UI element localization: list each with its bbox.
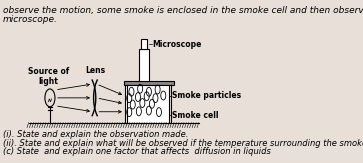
Text: (i). State and explain the observation made.: (i). State and explain the observation m…	[3, 130, 188, 139]
Bar	[125, 85, 168, 123]
Bar	[141, 39, 147, 49]
Text: (ii). State and explain what will be observed if the temperature surrounding the: (ii). State and explain what will be obs…	[3, 139, 363, 148]
Bar	[124, 81, 174, 85]
Text: Lens: Lens	[86, 66, 106, 75]
Bar	[139, 49, 149, 81]
Text: Source of
light: Source of light	[28, 67, 69, 86]
Text: Smoke cell: Smoke cell	[172, 111, 219, 120]
Text: microscope.: microscope.	[3, 15, 58, 24]
Text: Smoke particles: Smoke particles	[172, 91, 241, 100]
Text: observe the motion, some smoke is enclosed in the smoke cell and then observed t: observe the motion, some smoke is enclos…	[3, 6, 363, 15]
Text: (c) State  and explain one factor that affects  diffusion in liquids: (c) State and explain one factor that af…	[3, 147, 271, 156]
Text: Microscope: Microscope	[152, 40, 202, 49]
